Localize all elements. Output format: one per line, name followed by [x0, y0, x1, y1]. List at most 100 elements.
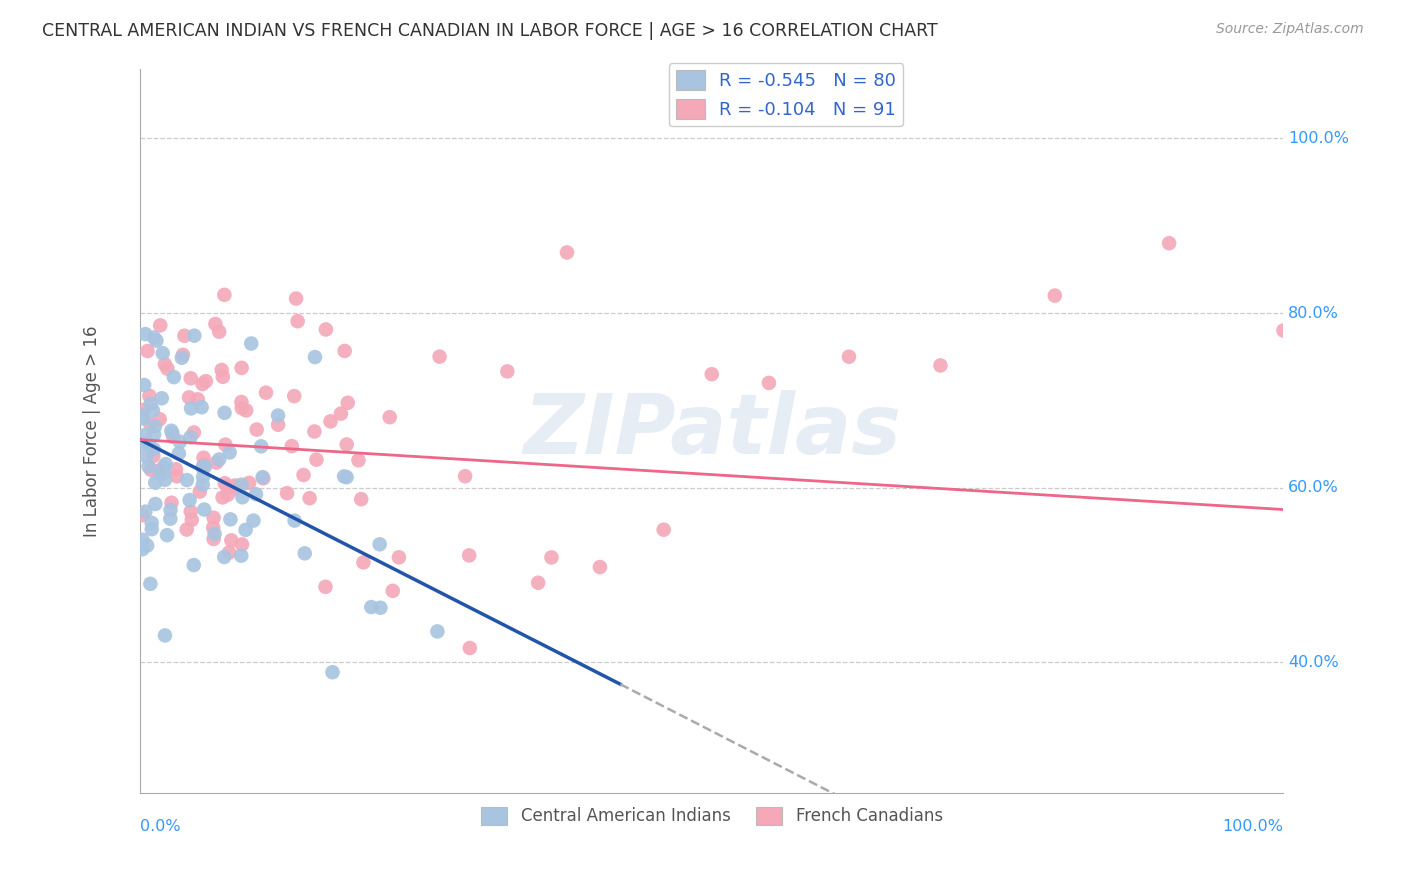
Point — [191, 477, 214, 491]
Point — [454, 469, 477, 483]
Point — [218, 545, 240, 559]
Point — [143, 497, 166, 511]
Point — [287, 314, 309, 328]
Point — [139, 576, 162, 591]
Point — [242, 514, 264, 528]
Point — [153, 357, 176, 371]
Point — [131, 409, 153, 423]
Point — [132, 403, 155, 417]
Point — [238, 475, 260, 490]
Point — [165, 462, 187, 476]
Point — [368, 537, 391, 551]
Point — [141, 516, 163, 530]
Point — [252, 471, 274, 485]
Point — [145, 334, 167, 348]
Point — [1159, 236, 1181, 251]
Point — [304, 425, 326, 439]
Point — [838, 350, 860, 364]
Point — [458, 549, 481, 563]
Point — [214, 437, 236, 451]
Point — [136, 344, 159, 359]
Point — [193, 450, 215, 465]
Point — [132, 436, 155, 450]
Point — [156, 528, 179, 542]
Point — [381, 583, 404, 598]
Point — [153, 473, 176, 487]
Point — [347, 453, 370, 467]
Point — [360, 600, 382, 615]
Point — [527, 575, 550, 590]
Point — [214, 406, 236, 420]
Point — [589, 560, 612, 574]
Point — [149, 318, 172, 333]
Point — [163, 370, 186, 384]
Point — [333, 343, 356, 358]
Point — [231, 490, 253, 504]
Text: ZIPatlas: ZIPatlas — [523, 391, 901, 472]
Point — [193, 458, 215, 472]
Point — [426, 624, 449, 639]
Point — [149, 467, 172, 482]
Point — [167, 446, 190, 460]
Text: Source: ZipAtlas.com: Source: ZipAtlas.com — [1216, 22, 1364, 37]
Point — [231, 360, 253, 375]
Point — [159, 503, 181, 517]
Legend: Central American Indians, French Canadians: Central American Indians, French Canadia… — [474, 800, 949, 832]
Point — [183, 425, 205, 440]
Point — [458, 640, 481, 655]
Point — [190, 401, 212, 415]
Point — [173, 328, 195, 343]
Point — [139, 397, 162, 411]
Point — [214, 288, 236, 302]
Text: 40.0%: 40.0% — [1288, 655, 1339, 670]
Point — [214, 476, 236, 491]
Point — [176, 473, 198, 487]
Point — [141, 522, 163, 536]
Point — [212, 549, 235, 564]
Point — [1043, 288, 1066, 302]
Point — [179, 493, 201, 508]
Point — [160, 496, 183, 510]
Point — [193, 502, 215, 516]
Point — [292, 467, 315, 482]
Point — [180, 504, 202, 518]
Point — [224, 482, 246, 496]
Point — [156, 361, 179, 376]
Point — [191, 470, 214, 484]
Point — [221, 480, 243, 494]
Point — [143, 427, 166, 442]
Point — [267, 409, 290, 423]
Point — [429, 350, 451, 364]
Point — [336, 396, 359, 410]
Point — [194, 459, 217, 474]
Point — [211, 491, 233, 505]
Point — [134, 327, 156, 342]
Point — [215, 478, 238, 492]
Point — [143, 475, 166, 490]
Point — [353, 555, 375, 569]
Point — [188, 484, 211, 499]
Point — [180, 401, 202, 416]
Text: In Labor Force | Age > 16: In Labor Force | Age > 16 — [83, 326, 101, 537]
Point — [155, 457, 177, 471]
Point — [231, 401, 253, 415]
Point — [211, 363, 233, 377]
Point — [143, 419, 166, 434]
Point — [204, 317, 226, 331]
Point — [187, 392, 209, 407]
Point — [250, 439, 273, 453]
Point — [378, 410, 401, 425]
Point — [231, 549, 253, 563]
Point — [204, 526, 226, 541]
Point — [131, 508, 153, 523]
Point — [160, 424, 183, 438]
Point — [224, 478, 246, 492]
Point — [315, 322, 337, 336]
Point — [176, 523, 198, 537]
Point — [245, 487, 267, 501]
Point — [202, 521, 225, 535]
Point — [139, 417, 162, 432]
Point — [283, 389, 305, 403]
Point — [136, 539, 159, 553]
Point — [191, 460, 214, 475]
